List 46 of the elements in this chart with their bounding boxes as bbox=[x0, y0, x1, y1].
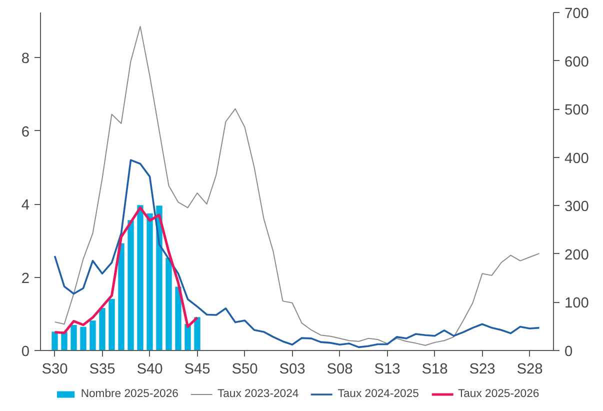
y-tick-label: 4 bbox=[21, 198, 30, 214]
bar bbox=[156, 206, 162, 350]
bar bbox=[184, 324, 191, 350]
x-tick-label: S23 bbox=[469, 362, 496, 378]
x-tick-label: S08 bbox=[326, 362, 353, 378]
y2-tick-label: 600 bbox=[564, 54, 589, 70]
x-tick-label: S28 bbox=[516, 362, 543, 378]
y2-tick-label: 300 bbox=[564, 199, 589, 216]
legend-label: Nombre 2025-2026 bbox=[80, 388, 178, 400]
bar bbox=[52, 332, 58, 350]
y2-tick-label: 400 bbox=[564, 150, 589, 167]
x-tick-label: S40 bbox=[136, 362, 163, 378]
legend-label: Taux 2024-2025 bbox=[338, 388, 419, 400]
y-tick-label: 8 bbox=[21, 51, 30, 68]
bar bbox=[99, 308, 106, 350]
bar bbox=[146, 213, 153, 350]
y-tick-label: 2 bbox=[21, 270, 30, 287]
bar bbox=[194, 317, 200, 350]
bar bbox=[70, 324, 77, 350]
bar bbox=[175, 286, 182, 350]
bar bbox=[80, 326, 86, 350]
y2-tick-label: 100 bbox=[564, 296, 589, 312]
line-series bbox=[54, 26, 540, 346]
x-tick-label: S35 bbox=[89, 362, 116, 378]
legend-label: Taux 2025-2026 bbox=[458, 388, 540, 400]
bar bbox=[90, 320, 96, 350]
line-series bbox=[54, 206, 198, 334]
x-tick-label: S30 bbox=[42, 362, 68, 378]
x-tick-label: S13 bbox=[374, 362, 400, 378]
x-tick-label: S18 bbox=[422, 362, 448, 378]
bar bbox=[118, 243, 124, 350]
bar bbox=[137, 205, 144, 350]
x-tick-label: S50 bbox=[232, 362, 258, 378]
x-tick-label: S03 bbox=[279, 362, 306, 378]
legend-label: Taux 2023-2024 bbox=[217, 388, 299, 400]
bar bbox=[128, 220, 134, 350]
y2-tick-label: 700 bbox=[564, 6, 589, 22]
x-tick-label: S45 bbox=[184, 362, 210, 378]
bar bbox=[166, 258, 172, 350]
bar bbox=[108, 298, 115, 350]
line-series bbox=[54, 159, 540, 348]
y2-tick-label: 500 bbox=[564, 102, 589, 119]
y-tick-label: 6 bbox=[21, 124, 30, 140]
y2-tick-label: 200 bbox=[564, 247, 589, 264]
y2-tick-label: 0 bbox=[564, 344, 573, 360]
y-tick-label: 0 bbox=[21, 344, 30, 360]
